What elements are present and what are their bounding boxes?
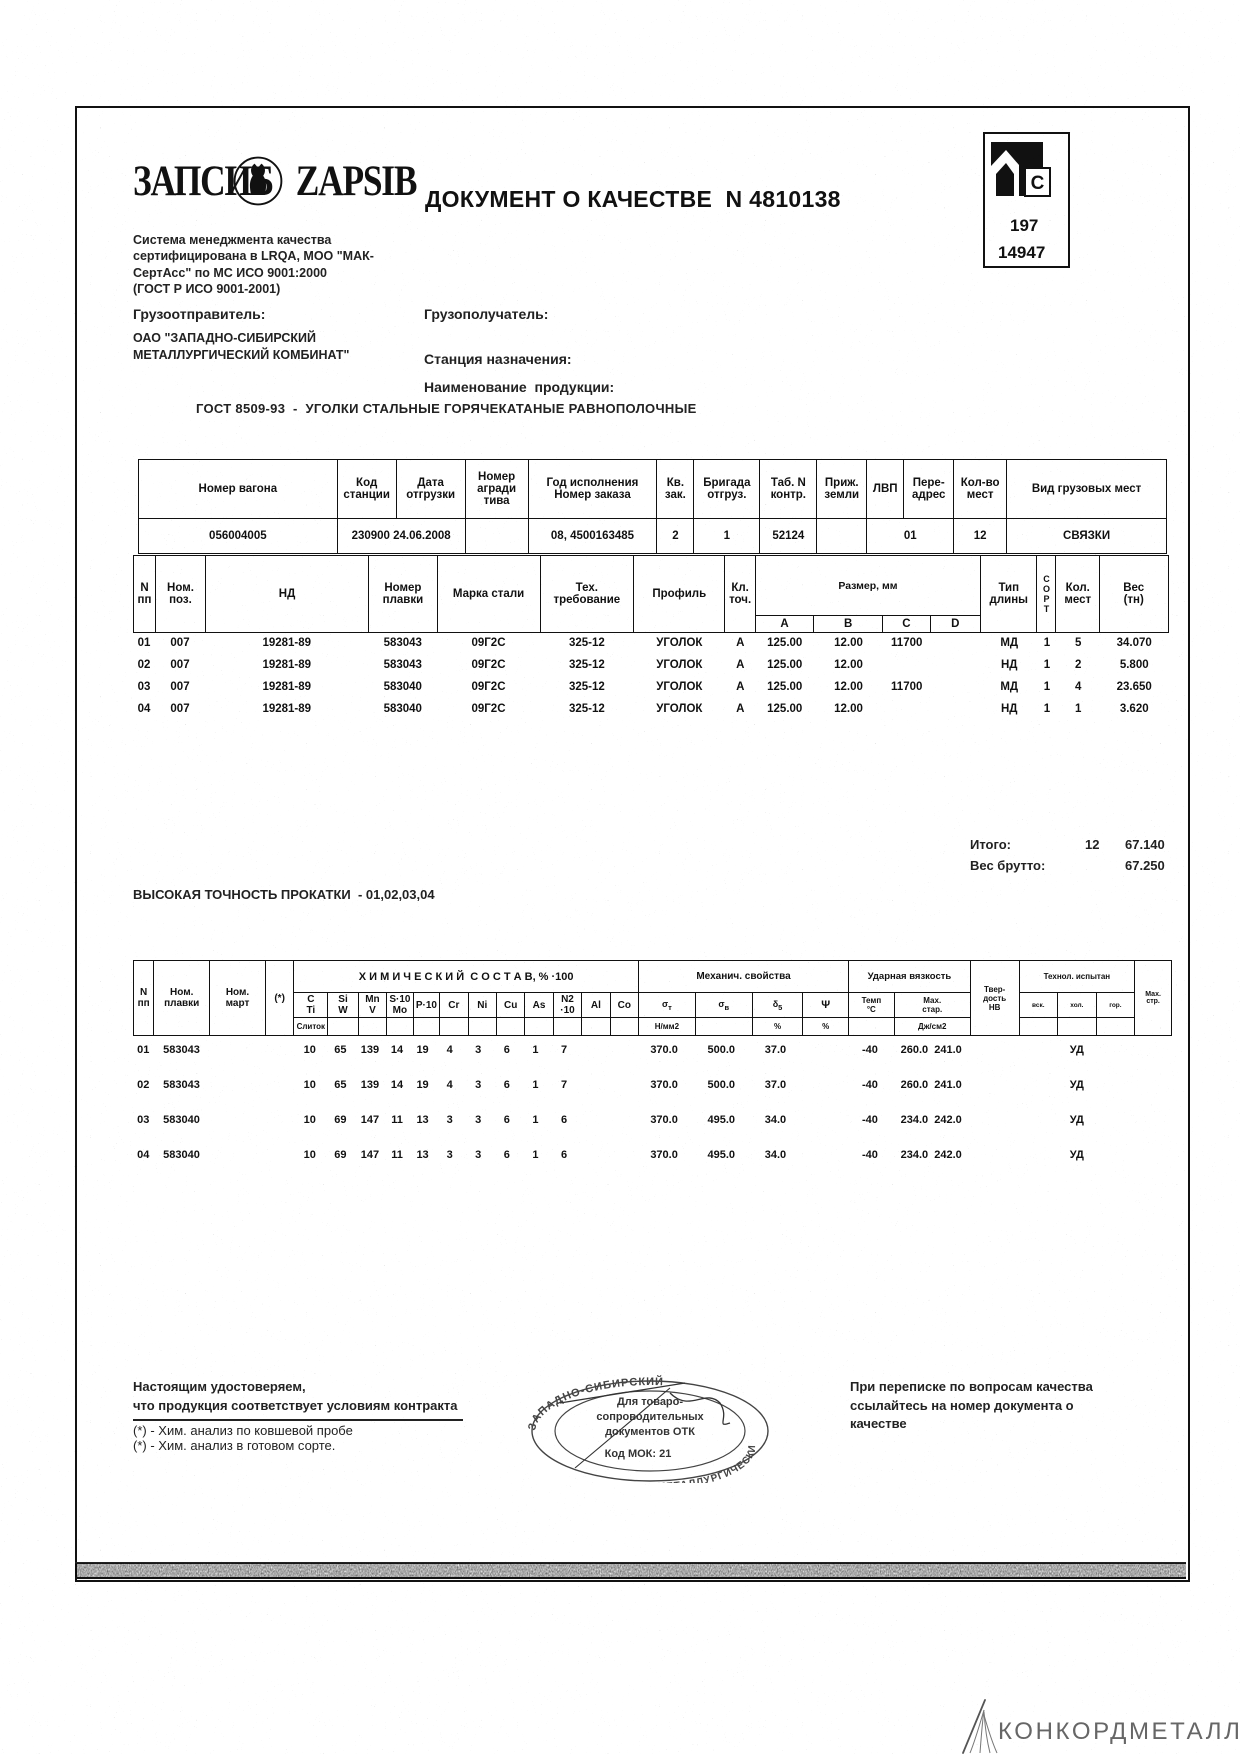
svg-text:сопроводительных: сопроводительных <box>596 1411 704 1423</box>
svg-text:Код МОК: 21: Код МОК: 21 <box>605 1448 672 1460</box>
svg-text:Для товаро-: Для товаро- <box>617 1396 683 1408</box>
svg-text:C: C <box>1031 173 1045 194</box>
